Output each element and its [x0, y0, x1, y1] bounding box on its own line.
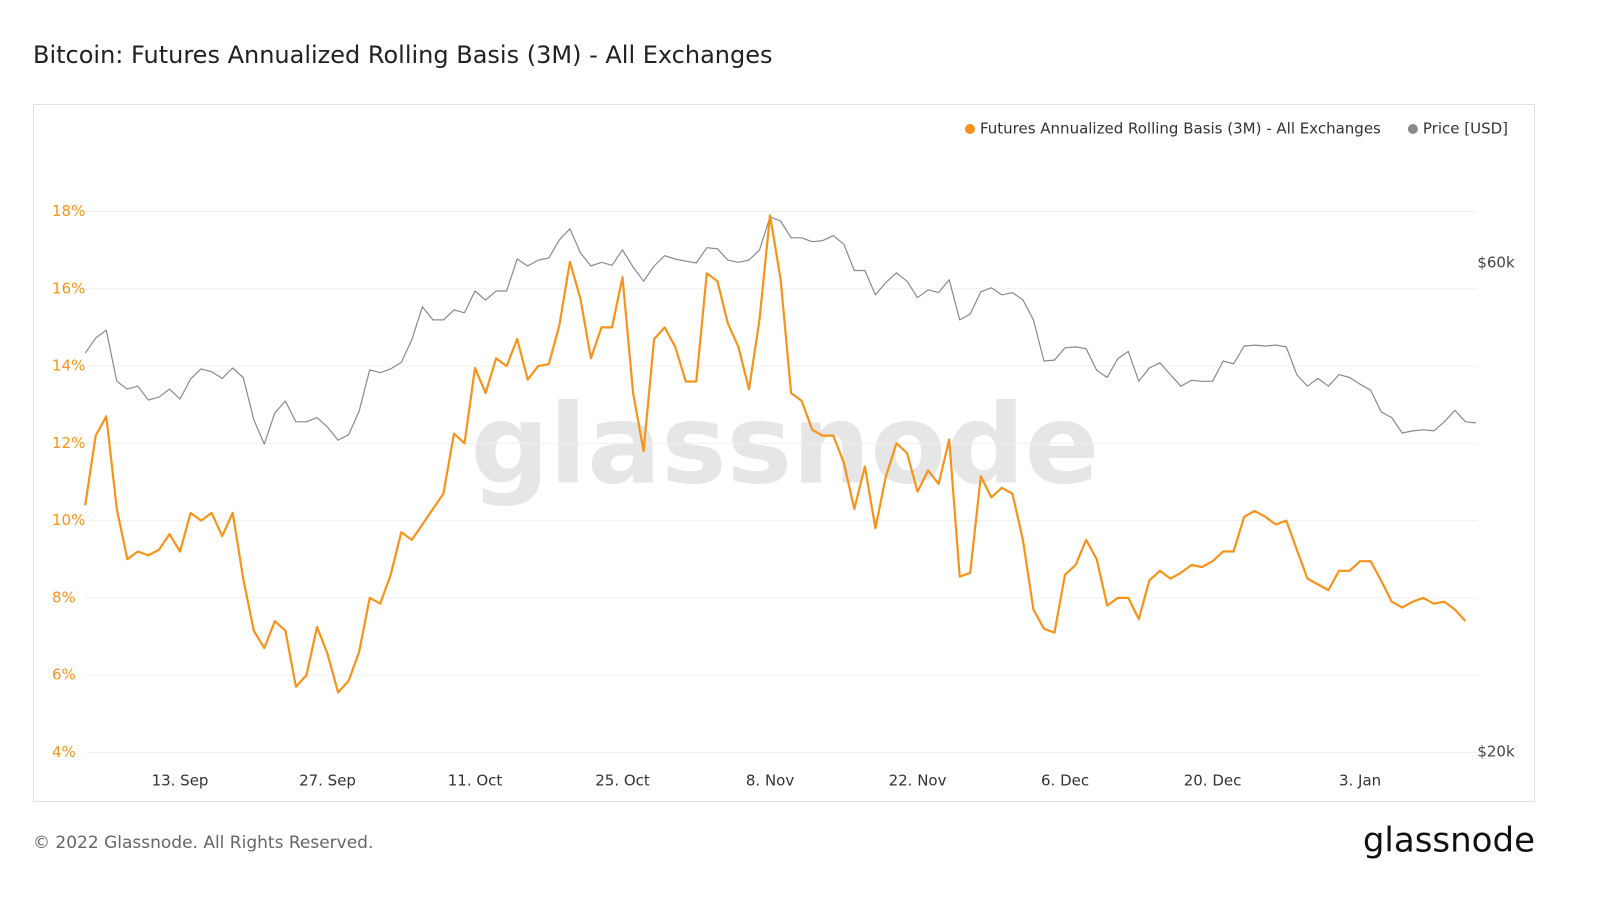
y-tick-label: 12% — [52, 434, 85, 452]
legend-swatch — [964, 124, 975, 134]
footer: © 2022 Glassnode. All Rights Reserved. — [33, 833, 373, 853]
x-tick-label: 13. Sep — [152, 772, 209, 790]
plot — [84, 214, 1477, 694]
x-tick-label: 3. Jan — [1339, 772, 1381, 790]
y2-tick-label: $60k — [1477, 254, 1515, 272]
legend-label: Price [USD] — [1423, 120, 1508, 138]
legend-swatch — [1407, 124, 1418, 134]
y-tick-label: 4% — [52, 743, 76, 761]
watermark: glassnode — [471, 380, 1100, 508]
legend: Price [USD] Futures Annualized Rolling Ba… — [964, 120, 1508, 138]
logo: glassnode — [1363, 821, 1535, 861]
x-tick-label: 25. Oct — [595, 772, 650, 790]
grid: 4% 6% 8% 10% 12% 14% 16% 18% $20k $60k 13. Sep 27. … — [52, 202, 1515, 789]
x-tick-label: 22. Nov — [889, 772, 947, 790]
x-tick-label: 27. Sep — [299, 772, 356, 790]
chart-frame — [33, 104, 1535, 802]
x-tick-label: 6. Dec — [1041, 772, 1089, 790]
y2-tick-label: $20k — [1477, 743, 1515, 761]
y-tick-label: 8% — [52, 588, 76, 606]
legend-label: Futures Annualized Rolling Basis (3M) - … — [980, 120, 1381, 138]
series-line — [84, 214, 1467, 694]
y-tick-label: 10% — [52, 511, 85, 529]
y-tick-label: 16% — [52, 279, 85, 297]
y-tick-label: 18% — [52, 202, 85, 220]
series-line — [84, 216, 1477, 445]
y-tick-label: 14% — [52, 357, 85, 375]
x-tick-label: 8. Nov — [746, 772, 794, 790]
x-tick-label: 20. Dec — [1184, 772, 1242, 790]
x-tick-label: 11. Oct — [448, 772, 503, 790]
y-tick-label: 6% — [52, 666, 76, 684]
chart-title: Bitcoin: Futures Annualized Rolling Basi… — [33, 41, 773, 69]
